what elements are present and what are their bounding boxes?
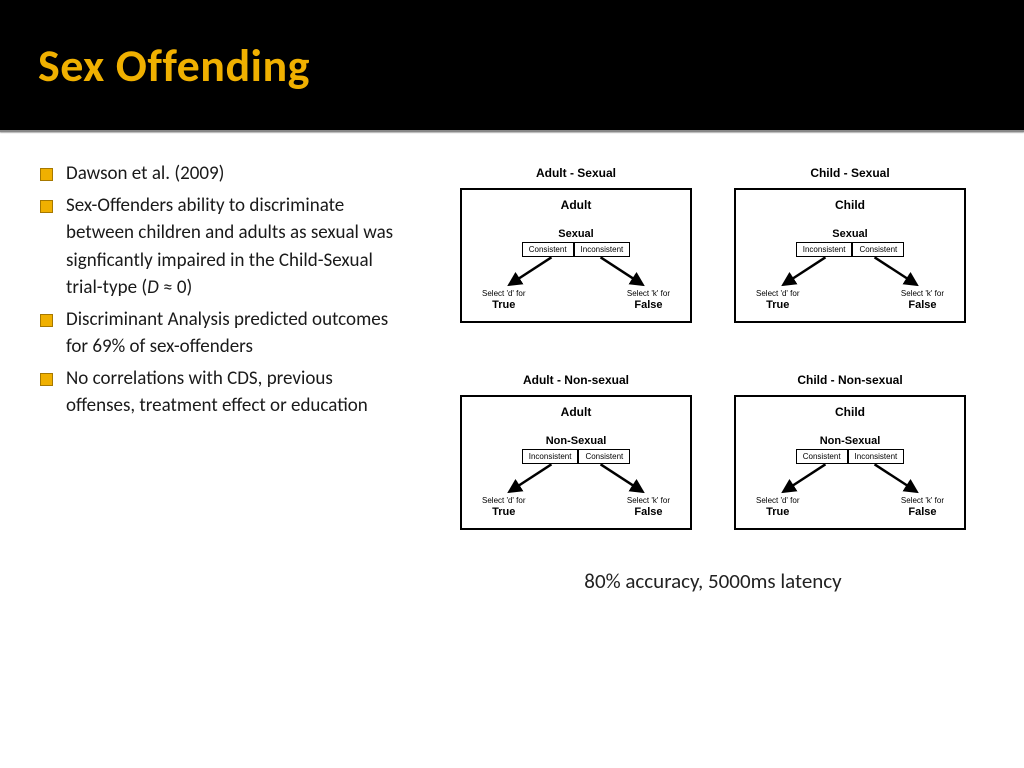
diagram-grid: Adult - Sexual Adult Sexual Consistent I… [460,166,966,530]
bullet-item: Discriminant Analysis predicted outcomes… [40,306,400,361]
right-result: Select 'k' for False [627,496,670,518]
tf-label: False [627,299,670,311]
arrow-icon [468,464,684,494]
panel-top-label: Child [742,405,958,419]
panel-title: Child - Sexual [734,166,966,180]
arrow-icon [468,257,684,287]
diagram-panel: Child - Sexual Child Sexual Inconsistent… [734,166,966,323]
bottom-row: Select 'd' for True Select 'k' for False [468,496,684,518]
panel-mid-label: Non-Sexual [468,435,684,447]
tf-label: True [482,299,526,311]
slide-title: Sex Offending [38,38,1024,94]
diagram-column: Adult - Sexual Adult Sexual Consistent I… [420,160,1006,768]
bottom-row: Select 'd' for True Select 'k' for False [742,496,958,518]
right-result: Select 'k' for False [901,496,944,518]
panel-top-label: Child [742,198,958,212]
panel-title: Child - Non-sexual [734,373,966,387]
panel-title: Adult - Non-sexual [460,373,692,387]
panel-box: Child Non-Sexual Consistent Inconsistent… [734,395,966,530]
arrow-icon [742,464,958,494]
panel-box: Adult Non-Sexual Inconsistent Consistent… [460,395,692,530]
slide-header: Sex Offending [0,0,1024,130]
right-result: Select 'k' for False [901,289,944,311]
panel-box: Child Sexual Inconsistent Consistent Sel… [734,188,966,323]
diagram-panel: Adult - Non-sexual Adult Non-Sexual Inco… [460,373,692,530]
slide-content: Dawson et al. (2009) Sex-Offenders abili… [0,132,1024,768]
bullet-column: Dawson et al. (2009) Sex-Offenders abili… [40,160,420,768]
diagram-panel: Child - Non-sexual Child Non-Sexual Cons… [734,373,966,530]
bullet-list: Dawson et al. (2009) Sex-Offenders abili… [40,160,400,420]
diagram-panel: Adult - Sexual Adult Sexual Consistent I… [460,166,692,323]
tf-label: True [482,506,526,518]
panel-mid-label: Non-Sexual [742,435,958,447]
tf-label: True [756,506,800,518]
left-result: Select 'd' for True [482,289,526,311]
bottom-row: Select 'd' for True Select 'k' for False [468,289,684,311]
bottom-row: Select 'd' for True Select 'k' for False [742,289,958,311]
bullet-text: No correlations with CDS, previous offen… [66,367,368,418]
panel-box: Adult Sexual Consistent Inconsistent Sel… [460,188,692,323]
left-result: Select 'd' for True [482,496,526,518]
tf-label: True [756,299,800,311]
bullet-item: Dawson et al. (2009) [40,160,400,188]
panel-top-label: Adult [468,198,684,212]
bullet-text: Sex-Offenders ability to discriminate be… [66,194,393,300]
right-result: Select 'k' for False [627,289,670,311]
bullet-item: No correlations with CDS, previous offen… [40,365,400,420]
tf-label: False [901,506,944,518]
diagram-caption: 80% accuracy, 5000ms latency [584,568,841,594]
tf-label: False [627,506,670,518]
left-result: Select 'd' for True [756,496,800,518]
bullet-item: Sex-Offenders ability to discriminate be… [40,192,400,302]
arrow-icon [742,257,958,287]
panel-title: Adult - Sexual [460,166,692,180]
left-result: Select 'd' for True [756,289,800,311]
bullet-text: Dawson et al. (2009) [66,162,224,185]
panel-mid-label: Sexual [468,228,684,240]
tf-label: False [901,299,944,311]
bullet-text: Discriminant Analysis predicted outcomes… [66,308,388,359]
panel-mid-label: Sexual [742,228,958,240]
panel-top-label: Adult [468,405,684,419]
